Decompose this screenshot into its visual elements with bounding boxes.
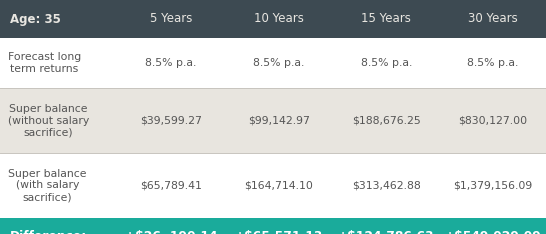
Text: Forecast long
term returns: Forecast long term returns bbox=[8, 52, 81, 74]
Text: 8.5% p.a.: 8.5% p.a. bbox=[467, 58, 519, 68]
Text: Difference:: Difference: bbox=[10, 230, 87, 234]
Text: $65,789.41: $65,789.41 bbox=[140, 180, 202, 190]
Text: +$124,786.63: +$124,786.63 bbox=[338, 230, 435, 234]
Text: $164,714.10: $164,714.10 bbox=[244, 180, 313, 190]
Bar bbox=[0, 38, 546, 88]
Bar bbox=[0, 218, 546, 234]
Text: +$65,571.13: +$65,571.13 bbox=[235, 230, 323, 234]
Text: $1,379,156.09: $1,379,156.09 bbox=[453, 180, 533, 190]
Text: $39,599.27: $39,599.27 bbox=[140, 116, 202, 125]
Text: 8.5% p.a.: 8.5% p.a. bbox=[145, 58, 197, 68]
Text: $313,462.88: $313,462.88 bbox=[352, 180, 420, 190]
Text: +$26, 190.14: +$26, 190.14 bbox=[125, 230, 217, 234]
Text: 30 Years: 30 Years bbox=[468, 12, 518, 26]
Text: +$549,029.09: +$549,029.09 bbox=[444, 230, 542, 234]
Text: Age: 35: Age: 35 bbox=[10, 12, 61, 26]
Text: 15 Years: 15 Years bbox=[361, 12, 411, 26]
Text: 8.5% p.a.: 8.5% p.a. bbox=[253, 58, 305, 68]
Text: $99,142.97: $99,142.97 bbox=[248, 116, 310, 125]
Text: 5 Years: 5 Years bbox=[150, 12, 192, 26]
Text: $830,127.00: $830,127.00 bbox=[459, 116, 527, 125]
Text: Super balance
(with salary
sacrifice): Super balance (with salary sacrifice) bbox=[8, 169, 86, 202]
Text: 10 Years: 10 Years bbox=[254, 12, 304, 26]
Bar bbox=[0, 88, 546, 153]
Bar bbox=[0, 153, 546, 218]
Text: $188,676.25: $188,676.25 bbox=[352, 116, 420, 125]
Bar bbox=[0, 0, 546, 38]
Text: 8.5% p.a.: 8.5% p.a. bbox=[360, 58, 412, 68]
Text: Super balance
(without salary
sacrifice): Super balance (without salary sacrifice) bbox=[8, 104, 89, 137]
